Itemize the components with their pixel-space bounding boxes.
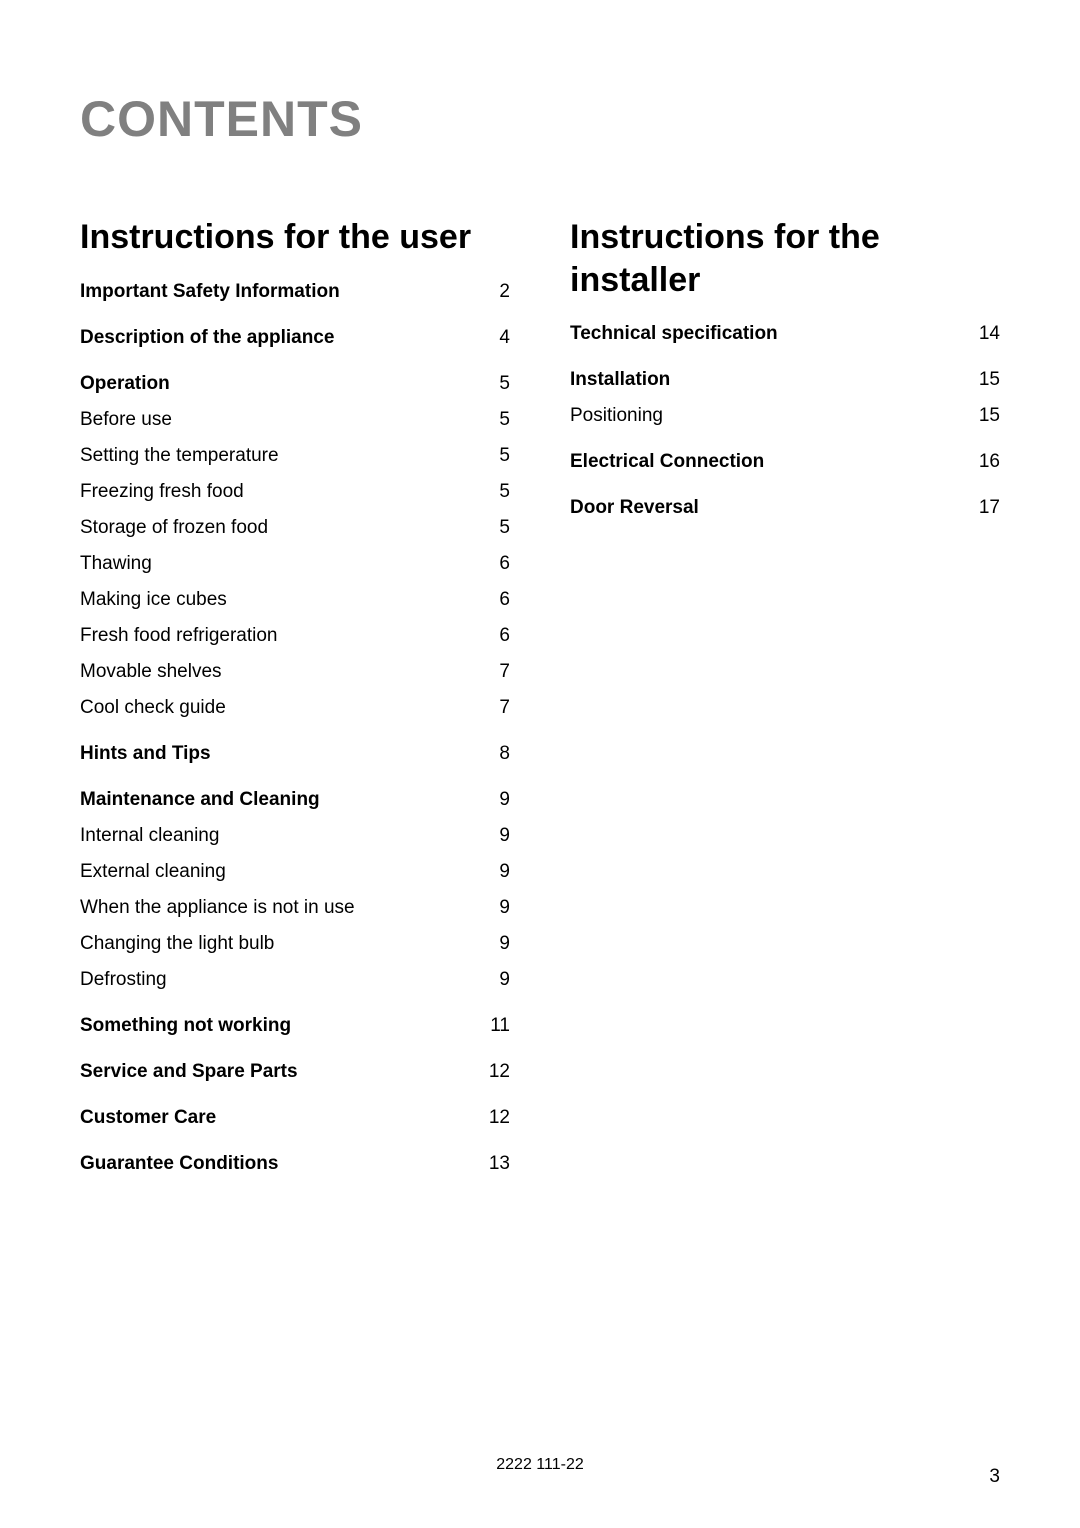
- toc-row: Fresh food refrigeration 6: [80, 625, 510, 647]
- toc-row: Service and Spare Parts 12: [80, 1061, 510, 1083]
- toc-label: External cleaning: [80, 861, 226, 883]
- toc-label: When the appliance is not in use: [80, 897, 355, 919]
- toc-row: Making ice cubes 6: [80, 589, 510, 611]
- toc-label: Positioning: [570, 405, 663, 427]
- toc-page-number: 12: [480, 1107, 510, 1129]
- toc-page-number: 5: [480, 481, 510, 503]
- toc-row: Hints and Tips 8: [80, 743, 510, 765]
- toc-label: Door Reversal: [570, 497, 699, 519]
- toc-row: Important Safety Information 2: [80, 281, 510, 303]
- toc-page-number: 6: [480, 553, 510, 575]
- toc-row: Defrosting 9: [80, 969, 510, 991]
- toc-row: Setting the temperature 5: [80, 445, 510, 467]
- toc-row: Freezing fresh food 5: [80, 481, 510, 503]
- toc-label: Freezing fresh food: [80, 481, 244, 503]
- toc-label: Setting the temperature: [80, 445, 279, 467]
- toc-label: Important Safety Information: [80, 281, 340, 303]
- toc-page-number: 8: [480, 743, 510, 765]
- toc-label: Thawing: [80, 553, 152, 575]
- toc-label: Defrosting: [80, 969, 167, 991]
- page-container: CONTENTS Instructions for the user Impor…: [0, 0, 1080, 1528]
- toc-row: Technical specification 14: [570, 323, 1000, 345]
- toc-page-number: 5: [480, 445, 510, 467]
- toc-row: Changing the light bulb 9: [80, 933, 510, 955]
- toc-page-number: 9: [480, 897, 510, 919]
- footer-page-number: 3: [989, 1466, 1000, 1488]
- toc-page-number: 9: [480, 789, 510, 811]
- toc-label: Movable shelves: [80, 661, 222, 683]
- toc-row: Internal cleaning 9: [80, 825, 510, 847]
- toc-page-number: 11: [480, 1015, 510, 1037]
- toc-label: Internal cleaning: [80, 825, 219, 847]
- toc-label: Cool check guide: [80, 697, 226, 719]
- columns-wrapper: Instructions for the user Important Safe…: [80, 216, 1000, 1189]
- toc-row: Something not working 11: [80, 1015, 510, 1037]
- toc-page-number: 4: [480, 327, 510, 349]
- toc-label: Before use: [80, 409, 172, 431]
- toc-label: Technical specification: [570, 323, 778, 345]
- toc-row: Guarantee Conditions 13: [80, 1153, 510, 1175]
- toc-row: External cleaning 9: [80, 861, 510, 883]
- toc-label: Electrical Connection: [570, 451, 764, 473]
- toc-page-number: 7: [480, 697, 510, 719]
- toc-row: Cool check guide 7: [80, 697, 510, 719]
- toc-label: Changing the light bulb: [80, 933, 274, 955]
- toc-page-number: 9: [480, 933, 510, 955]
- left-toc-list: Important Safety Information 2 Description…: [80, 281, 510, 1175]
- toc-page-number: 15: [970, 405, 1000, 427]
- toc-label: Guarantee Conditions: [80, 1153, 278, 1175]
- toc-label: Making ice cubes: [80, 589, 227, 611]
- toc-label: Service and Spare Parts: [80, 1061, 298, 1083]
- toc-page-number: 9: [480, 825, 510, 847]
- toc-row: Electrical Connection 16: [570, 451, 1000, 473]
- toc-row: Storage of frozen food 5: [80, 517, 510, 539]
- toc-page-number: 17: [970, 497, 1000, 519]
- toc-label: Maintenance and Cleaning: [80, 789, 320, 811]
- toc-label: Operation: [80, 373, 170, 395]
- toc-row: Movable shelves 7: [80, 661, 510, 683]
- right-toc-list: Technical specification14Installation15P…: [570, 323, 1000, 519]
- toc-page-number: 13: [480, 1153, 510, 1175]
- toc-label: Hints and Tips: [80, 743, 211, 765]
- toc-page-number: 5: [480, 373, 510, 395]
- toc-page-number: 5: [480, 517, 510, 539]
- right-heading: Instructions for the installer: [570, 216, 1000, 301]
- toc-page-number: 9: [480, 969, 510, 991]
- toc-row: Maintenance and Cleaning 9: [80, 789, 510, 811]
- toc-page-number: 6: [480, 589, 510, 611]
- toc-page-number: 12: [480, 1061, 510, 1083]
- left-column: Instructions for the user Important Safe…: [80, 216, 510, 1189]
- toc-page-number: 15: [970, 369, 1000, 391]
- toc-page-number: 2: [480, 281, 510, 303]
- footer-center-text: 2222 111-22: [0, 1456, 1080, 1474]
- toc-row: Thawing 6: [80, 553, 510, 575]
- toc-label: Something not working: [80, 1015, 291, 1037]
- toc-page-number: 14: [970, 323, 1000, 345]
- toc-row: When the appliance is not in use 9: [80, 897, 510, 919]
- toc-row: Installation 15: [570, 369, 1000, 391]
- toc-page-number: 9: [480, 861, 510, 883]
- right-column: Instructions for the installer Technical…: [570, 216, 1000, 1189]
- toc-row: Customer Care 12: [80, 1107, 510, 1129]
- toc-page-number: 6: [480, 625, 510, 647]
- toc-row: Operation 5: [80, 373, 510, 395]
- left-heading: Instructions for the user: [80, 216, 510, 259]
- toc-row: Door Reversal 17: [570, 497, 1000, 519]
- toc-page-number: 5: [480, 409, 510, 431]
- toc-label: Fresh food refrigeration: [80, 625, 278, 647]
- page-title: CONTENTS: [80, 90, 1000, 148]
- toc-page-number: 16: [970, 451, 1000, 473]
- toc-row: Description of the appliance 4: [80, 327, 510, 349]
- toc-page-number: 7: [480, 661, 510, 683]
- toc-label: Description of the appliance: [80, 327, 334, 349]
- toc-label: Installation: [570, 369, 670, 391]
- toc-row: Positioning 15: [570, 405, 1000, 427]
- toc-row: Before use 5: [80, 409, 510, 431]
- toc-label: Storage of frozen food: [80, 517, 268, 539]
- toc-label: Customer Care: [80, 1107, 216, 1129]
